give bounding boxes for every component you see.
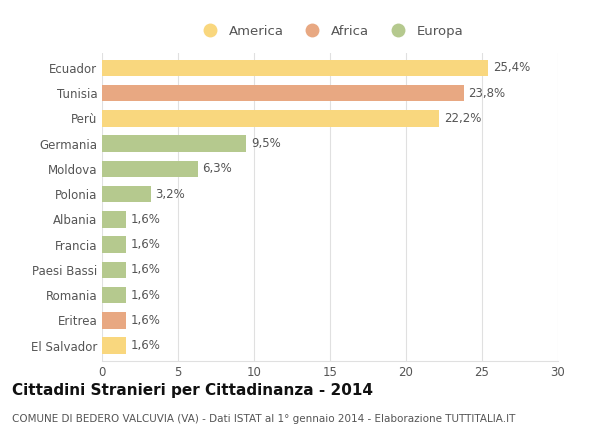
Bar (102, 236, 127, 253)
Text: 1,6%: 1,6% (131, 339, 161, 352)
Bar (102, 262, 127, 278)
Text: 6,3%: 6,3% (202, 162, 232, 176)
Bar (102, 60, 488, 76)
Text: Cittadini Stranieri per Cittadinanza - 2014: Cittadini Stranieri per Cittadinanza - 2… (12, 383, 373, 398)
Text: COMUNE DI BEDERO VALCUVIA (VA) - Dati ISTAT al 1° gennaio 2014 - Elaborazione TU: COMUNE DI BEDERO VALCUVIA (VA) - Dati IS… (12, 414, 515, 424)
Bar (102, 136, 247, 152)
Text: 23,8%: 23,8% (469, 87, 505, 100)
Bar (102, 186, 151, 202)
Text: 9,5%: 9,5% (251, 137, 281, 150)
Bar (102, 85, 464, 101)
Bar (102, 287, 127, 303)
Text: 1,6%: 1,6% (131, 238, 161, 251)
Text: 22,2%: 22,2% (444, 112, 481, 125)
Bar (102, 211, 127, 227)
Bar (102, 110, 439, 127)
Text: 3,2%: 3,2% (155, 188, 185, 201)
Text: 1,6%: 1,6% (131, 213, 161, 226)
Bar (102, 337, 127, 354)
Bar (102, 312, 127, 329)
Bar (102, 161, 198, 177)
Text: 25,4%: 25,4% (493, 62, 530, 74)
Text: 1,6%: 1,6% (131, 314, 161, 327)
Text: 1,6%: 1,6% (131, 289, 161, 302)
Legend: America, Africa, Europa: America, Africa, Europa (191, 19, 469, 43)
Text: 1,6%: 1,6% (131, 264, 161, 276)
